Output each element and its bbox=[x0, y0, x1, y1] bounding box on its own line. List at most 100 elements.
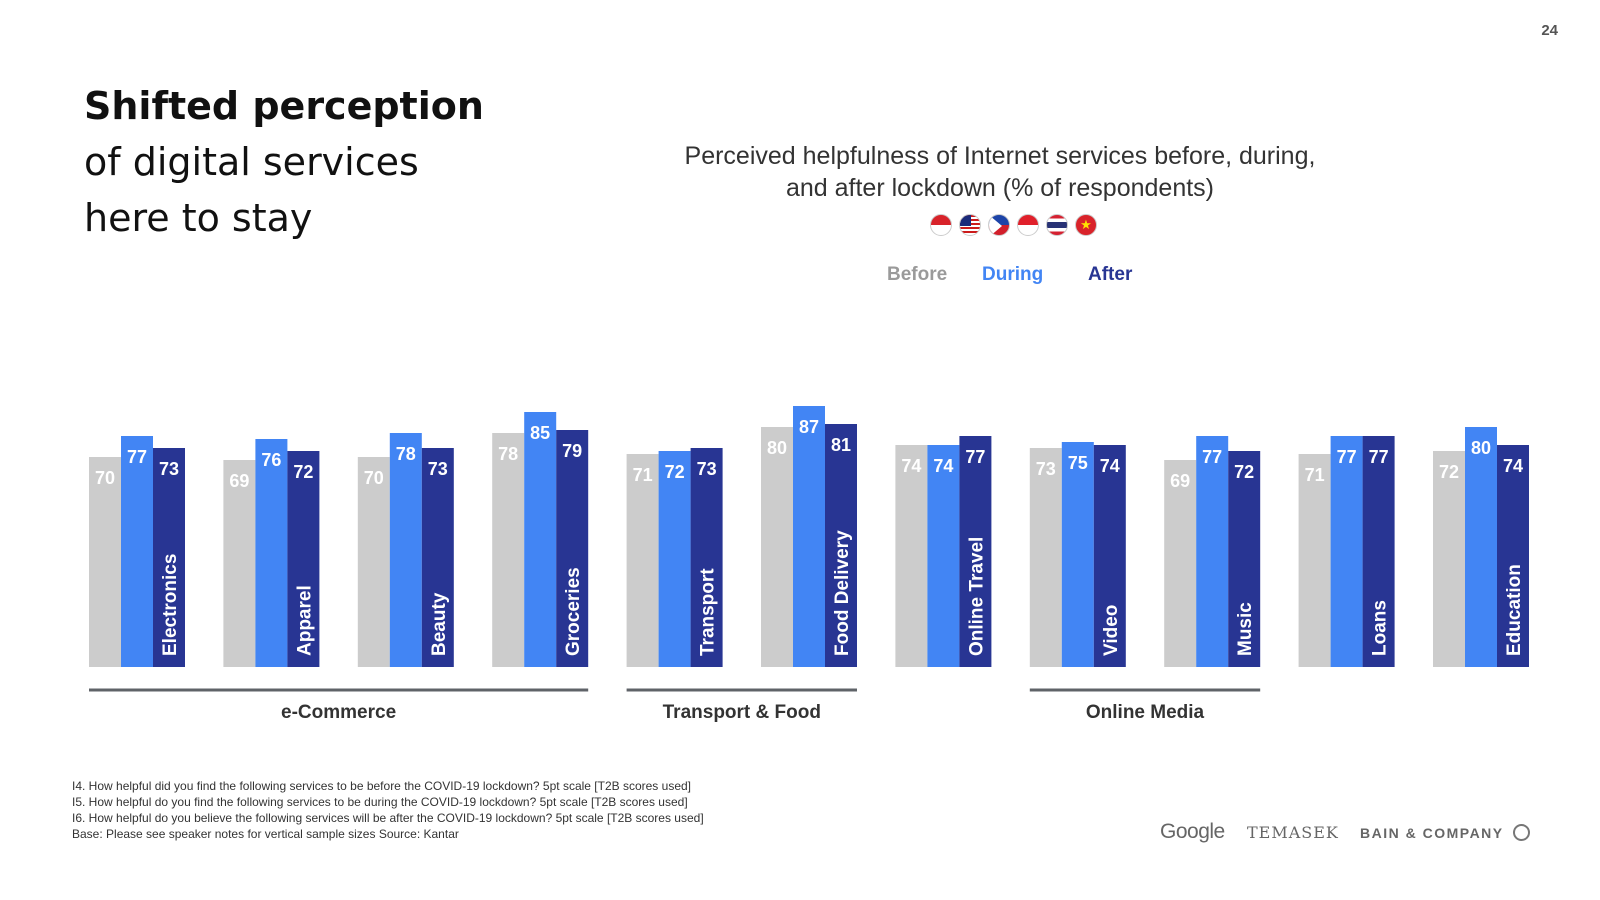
data-label-during: 76 bbox=[261, 450, 281, 470]
data-label-after: 73 bbox=[428, 459, 448, 479]
data-label-before: 72 bbox=[1439, 462, 1459, 482]
data-label-after: 72 bbox=[1234, 462, 1254, 482]
bar-after bbox=[556, 430, 589, 667]
bar-after bbox=[153, 448, 185, 667]
bar-before bbox=[761, 427, 793, 667]
data-label-after: 72 bbox=[293, 462, 313, 482]
group-label: Online Media bbox=[1086, 702, 1205, 723]
bar-after bbox=[287, 451, 320, 667]
category-label: Groceries bbox=[563, 567, 584, 656]
bar-before bbox=[223, 460, 256, 667]
data-label-before: 71 bbox=[1305, 465, 1325, 485]
bar-after bbox=[421, 448, 454, 667]
bar-during bbox=[1330, 436, 1363, 667]
footnotes: I4. How helpful did you find the followi… bbox=[72, 778, 704, 842]
bain-compass-icon bbox=[1513, 824, 1530, 841]
data-label-after: 74 bbox=[1100, 456, 1120, 476]
bar-during bbox=[1465, 427, 1497, 667]
bar-before bbox=[895, 445, 928, 667]
bar-before bbox=[89, 457, 121, 667]
data-label-before: 70 bbox=[95, 468, 115, 488]
chart-title-line-1: Perceived helpfulness of Internet servic… bbox=[684, 142, 1316, 170]
footnote-line-1: I4. How helpful did you find the followi… bbox=[72, 779, 691, 793]
data-label-during: 75 bbox=[1068, 453, 1088, 473]
data-label-after: 74 bbox=[1503, 456, 1523, 476]
category-label: Transport bbox=[698, 568, 719, 656]
bar-after bbox=[825, 424, 857, 667]
malaysia-flag-icon bbox=[959, 214, 981, 236]
data-label-before: 69 bbox=[1170, 471, 1190, 491]
bar-after bbox=[690, 448, 723, 667]
bar-during bbox=[524, 412, 557, 667]
bar-after bbox=[959, 436, 992, 667]
data-label-during: 80 bbox=[1471, 438, 1491, 458]
legend-during: During bbox=[982, 264, 1044, 285]
category-label: Loans bbox=[1370, 600, 1391, 656]
category-label: Video bbox=[1101, 605, 1122, 656]
category-label: Online Travel bbox=[966, 537, 987, 656]
bar-during bbox=[121, 436, 153, 667]
data-label-before: 69 bbox=[229, 471, 249, 491]
data-label-during: 87 bbox=[799, 417, 819, 437]
data-label-before: 74 bbox=[901, 456, 921, 476]
country-flags: ★ bbox=[930, 214, 1097, 236]
philippines-flag-icon bbox=[988, 214, 1010, 236]
bar-during bbox=[389, 433, 422, 667]
group-label: Transport & Food bbox=[663, 702, 821, 723]
bar-before bbox=[357, 457, 390, 667]
bar-after bbox=[1093, 445, 1126, 667]
data-label-during: 77 bbox=[1202, 447, 1222, 467]
page-number: 24 bbox=[1541, 22, 1558, 39]
headline-line-2: of digital services bbox=[84, 140, 419, 184]
data-label-after: 73 bbox=[697, 459, 717, 479]
bar-during bbox=[1061, 442, 1094, 667]
data-label-before: 80 bbox=[767, 438, 787, 458]
indonesia-flag-icon bbox=[930, 214, 952, 236]
bain-logo: BAIN & COMPANY bbox=[1360, 825, 1504, 841]
bar-during bbox=[793, 406, 825, 667]
data-label-after: 79 bbox=[562, 441, 582, 461]
thailand-flag-icon bbox=[1046, 214, 1068, 236]
data-label-after: 73 bbox=[159, 459, 179, 479]
bar-before bbox=[1298, 454, 1331, 667]
category-label: Apparel bbox=[294, 585, 315, 656]
vietnam-flag-icon: ★ bbox=[1075, 214, 1097, 236]
bar-during bbox=[255, 439, 288, 667]
footnote-line-3: I6. How helpful do you believe the follo… bbox=[72, 811, 704, 825]
data-label-during: 78 bbox=[396, 444, 416, 464]
bar-during bbox=[1196, 436, 1229, 667]
footnote-source: Base: Please see speaker notes for verti… bbox=[72, 827, 459, 841]
data-label-before: 71 bbox=[633, 465, 653, 485]
bar-before bbox=[1164, 460, 1197, 667]
google-logo: Google bbox=[1160, 820, 1225, 843]
headline-line-3: here to stay bbox=[84, 196, 313, 240]
bar-before bbox=[1029, 448, 1062, 667]
bar-before bbox=[1433, 451, 1465, 667]
category-label: Education bbox=[1504, 564, 1525, 656]
legend-after: After bbox=[1088, 264, 1133, 285]
bar-after bbox=[1362, 436, 1395, 667]
category-label: Music bbox=[1235, 602, 1256, 656]
chart-title-line-2: and after lockdown (% of respondents) bbox=[785, 174, 1214, 202]
data-label-after: 81 bbox=[831, 435, 851, 455]
bar-after bbox=[1497, 445, 1529, 667]
group-label: e-Commerce bbox=[281, 702, 396, 723]
singapore-flag-icon bbox=[1017, 214, 1039, 236]
category-label: Food Delivery bbox=[832, 530, 853, 656]
data-label-during: 74 bbox=[933, 456, 953, 476]
data-label-during: 72 bbox=[665, 462, 685, 482]
data-label-during: 77 bbox=[127, 447, 147, 467]
data-label-after: 77 bbox=[965, 447, 985, 467]
bar-during bbox=[927, 445, 960, 667]
data-label-before: 78 bbox=[498, 444, 518, 464]
data-label-during: 77 bbox=[1337, 447, 1357, 467]
data-label-before: 70 bbox=[364, 468, 384, 488]
bar-during bbox=[658, 451, 691, 667]
bar-after bbox=[1228, 451, 1261, 667]
category-label: Electronics bbox=[160, 554, 181, 656]
headline: Shifted perception of digital services h… bbox=[84, 78, 504, 246]
category-label: Beauty bbox=[429, 592, 450, 656]
legend-before: Before bbox=[887, 264, 948, 285]
data-label-during: 85 bbox=[530, 423, 550, 443]
